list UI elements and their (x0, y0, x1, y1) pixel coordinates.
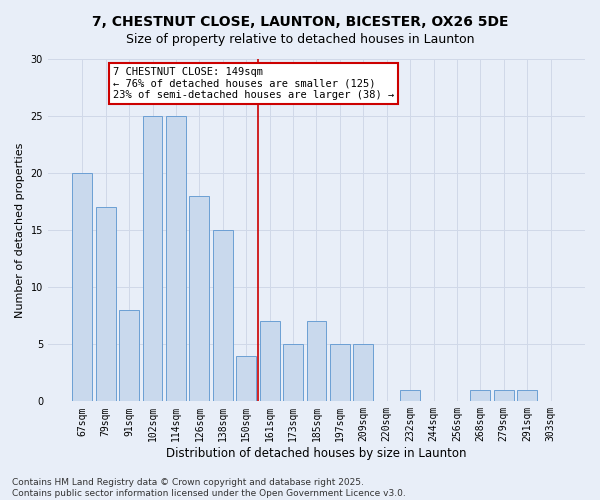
Bar (166, 116, 186, 402)
Bar (213, 230, 233, 402)
Y-axis label: Number of detached properties: Number of detached properties (15, 142, 25, 318)
Text: Size of property relative to detached houses in Launton: Size of property relative to detached ho… (126, 32, 474, 46)
Bar (470, 390, 490, 402)
Bar (190, 196, 209, 402)
Text: 7, CHESTNUT CLOSE, LAUNTON, BICESTER, OX26 5DE: 7, CHESTNUT CLOSE, LAUNTON, BICESTER, OX… (92, 15, 508, 29)
Text: 7 CHESTNUT CLOSE: 149sqm
← 76% of detached houses are smaller (125)
23% of semi-: 7 CHESTNUT CLOSE: 149sqm ← 76% of detach… (113, 67, 394, 100)
Bar (73, 173, 92, 402)
Bar (517, 390, 537, 402)
Bar (330, 344, 350, 402)
Bar (400, 390, 420, 402)
Bar (143, 116, 163, 402)
Bar (353, 344, 373, 402)
Bar (494, 390, 514, 402)
Bar (307, 322, 326, 402)
Bar (96, 208, 116, 402)
Text: Contains HM Land Registry data © Crown copyright and database right 2025.
Contai: Contains HM Land Registry data © Crown c… (12, 478, 406, 498)
Bar (119, 310, 139, 402)
X-axis label: Distribution of detached houses by size in Launton: Distribution of detached houses by size … (166, 447, 467, 460)
Bar (260, 322, 280, 402)
Bar (236, 356, 256, 402)
Bar (283, 344, 303, 402)
